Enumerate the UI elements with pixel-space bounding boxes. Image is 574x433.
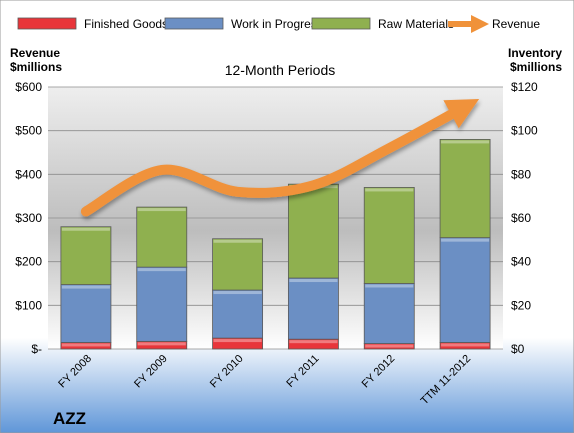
bar-highlight [289, 279, 338, 283]
bar-raw-materials [439, 138, 491, 239]
right-tick-label: $60 [511, 211, 531, 225]
bar-highlight [61, 227, 110, 231]
bar-highlight [441, 343, 490, 347]
bar-work-in-progress [287, 277, 339, 340]
bar-work-in-progress [136, 266, 188, 342]
right-tick-label: $80 [511, 167, 531, 181]
bar-highlight [441, 238, 490, 242]
legend-label: Finished Goods [84, 17, 168, 31]
left-tick-label: $600 [15, 80, 42, 94]
legend-label: Raw Materials [378, 17, 454, 31]
left-tick-label: $300 [15, 211, 42, 225]
right-tick-label: $120 [511, 80, 538, 94]
right-tick-label: $100 [511, 124, 538, 138]
left-tick-label: $- [31, 342, 42, 356]
bar-highlight [137, 342, 186, 346]
bar-highlight [61, 285, 110, 289]
bar-highlight [213, 291, 262, 295]
bar-highlight [365, 344, 414, 348]
left-axis: $- $100 $200 $300 $400 $500 $600 [15, 80, 42, 356]
legend-item-finished-goods: Finished Goods [17, 17, 168, 31]
bar-raw-materials [60, 226, 112, 285]
bar-raw-materials [212, 238, 264, 291]
revenue-layer [80, 98, 480, 217]
right-axis: $0 $20 $40 $60 $80 $100 $120 [511, 80, 538, 356]
bar-highlight [137, 208, 186, 212]
bar-highlight [61, 343, 110, 347]
left-tick-label: $500 [15, 124, 42, 138]
left-tick-label: $200 [15, 255, 42, 269]
right-axis-title-line1: Inventory [508, 46, 562, 60]
legend-swatch [17, 17, 77, 30]
chart-title: 12-Month Periods [225, 62, 336, 78]
company-label: AZZ [53, 409, 86, 428]
left-axis-title-line2: $millions [10, 60, 62, 74]
right-tick-label: $40 [511, 255, 531, 269]
bar-highlight [213, 239, 262, 243]
bar-work-in-progress [212, 289, 264, 339]
bar-work-in-progress [363, 283, 415, 344]
revenue-line [80, 98, 480, 217]
bar-raw-materials [363, 187, 415, 284]
left-tick-label: $400 [15, 167, 42, 181]
legend-label: Revenue [492, 17, 540, 31]
legend-swatch [164, 17, 224, 30]
legend-label: Work in Progress [231, 17, 323, 31]
left-tick-label: $100 [15, 298, 42, 312]
right-axis-title-line2: $millions [510, 60, 562, 74]
right-tick-label: $0 [511, 342, 525, 356]
legend: Finished Goods Work in Progress Raw Materi… [17, 15, 540, 33]
bar-raw-materials [136, 206, 188, 268]
bar-highlight [441, 140, 490, 144]
bar-highlight [137, 268, 186, 272]
bar-highlight [365, 284, 414, 288]
bar-highlight [213, 339, 262, 343]
bar-highlight [289, 340, 338, 344]
legend-item-raw-materials: Raw Materials [311, 17, 454, 31]
bar-work-in-progress [60, 284, 112, 343]
right-tick-label: $20 [511, 298, 531, 312]
bar-work-in-progress [439, 237, 491, 343]
bar-highlight [365, 188, 414, 192]
bars [60, 138, 491, 350]
left-axis-title-line1: Revenue [10, 46, 60, 60]
legend-swatch [311, 17, 371, 30]
bar-raw-materials [287, 183, 339, 279]
legend-item-work-in-progress: Work in Progress [164, 17, 323, 31]
legend-item-revenue: Revenue [448, 15, 540, 33]
